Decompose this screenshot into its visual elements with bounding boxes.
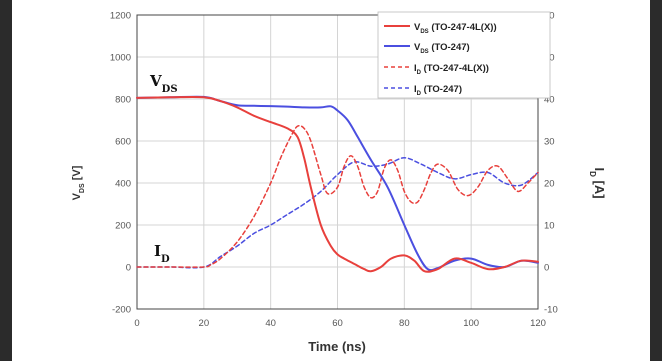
svg-text:VDS (TO-247): VDS (TO-247) bbox=[414, 42, 470, 55]
series-id-to247-4lx bbox=[136, 124, 539, 268]
legend-item-id-to247-4lx: ID (TO-247-4L(X)) bbox=[384, 63, 489, 76]
chart-figure: 0 20 40 60 80 100 120 -200 0 200 400 600 800 1000 1200… bbox=[12, 0, 650, 361]
vds-annotation: VDS bbox=[149, 72, 178, 95]
y-axis-right-title: ID [A] bbox=[589, 167, 608, 198]
y-left-tick-label: -200 bbox=[112, 305, 131, 316]
svg-text:ID (TO-247): ID (TO-247) bbox=[414, 84, 462, 97]
y-right-tick-label: 30 bbox=[544, 137, 555, 148]
series-vds-to247-4lx bbox=[136, 96, 539, 273]
legend-item-id-to247: ID (TO-247) bbox=[384, 84, 462, 97]
y-right-tick-label: 20 bbox=[544, 179, 555, 190]
x-tick-label: 40 bbox=[265, 318, 276, 329]
plot-area bbox=[136, 14, 539, 310]
legend-item-vds-to247-4lx: VDS (TO-247-4L(X)) bbox=[384, 22, 497, 35]
tick-labels: 0 20 40 60 80 100 120-200020040060080010001200… bbox=[110, 11, 558, 330]
y-left-tick-label: 1000 bbox=[110, 53, 131, 64]
y-left-tick-label: 0 bbox=[126, 263, 131, 274]
y-right-tick-label: -10 bbox=[544, 305, 558, 316]
legend-item-vds-to247: VDS (TO-247) bbox=[384, 42, 470, 55]
x-tick-label: 60 bbox=[332, 318, 343, 329]
y-left-tick-label: 800 bbox=[115, 95, 131, 106]
series-vds-to247 bbox=[136, 95, 539, 272]
series-group bbox=[136, 95, 539, 273]
y-right-tick-label: 10 bbox=[544, 221, 555, 232]
x-tick-label: 120 bbox=[530, 318, 546, 329]
x-axis-title: Time (ns) bbox=[308, 339, 366, 354]
x-tick-label: 20 bbox=[199, 318, 210, 329]
y-left-tick-label: 600 bbox=[115, 137, 131, 148]
legend: VDS (TO-247-4L(X)) VDS (TO-247) ID (TO-2… bbox=[377, 11, 551, 99]
chart-canvas: 0 20 40 60 80 100 120-200020040060080010001200… bbox=[71, 11, 608, 355]
series-id-to247 bbox=[136, 157, 539, 269]
y-left-tick-label: 400 bbox=[115, 179, 131, 190]
id-annotation: ID bbox=[154, 242, 170, 265]
x-tick-label: 100 bbox=[463, 318, 479, 329]
y-axis-left-title: VDS [V] bbox=[71, 165, 86, 200]
y-left-tick-label: 1200 bbox=[110, 11, 131, 22]
svg-text:VDS (TO-247-4L(X)): VDS (TO-247-4L(X)) bbox=[414, 22, 497, 35]
y-left-tick-label: 200 bbox=[115, 221, 131, 232]
x-tick-label: 0 bbox=[134, 318, 139, 329]
y-right-tick-label: 40 bbox=[544, 95, 555, 106]
svg-text:ID (TO-247-4L(X)): ID (TO-247-4L(X)) bbox=[414, 63, 489, 76]
y-right-tick-label: 0 bbox=[544, 263, 549, 274]
x-tick-label: 80 bbox=[399, 318, 410, 329]
